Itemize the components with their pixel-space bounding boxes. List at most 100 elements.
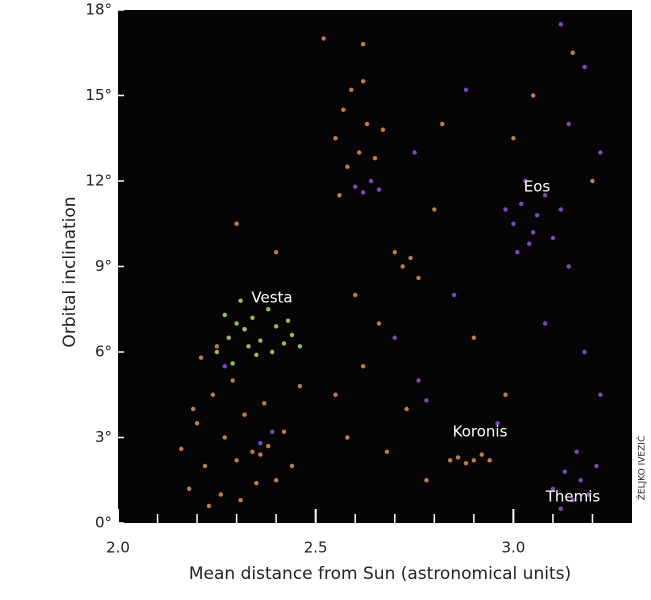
asteroid-point — [190, 406, 196, 412]
asteroid-point — [356, 150, 362, 155]
asteroid-point — [562, 469, 567, 474]
asteroid-point — [242, 327, 247, 332]
asteroid-point — [273, 324, 279, 329]
x-axis-label: Mean distance from Sun (astronomical uni… — [189, 564, 571, 584]
asteroid-point — [400, 264, 405, 269]
asteroid-point — [234, 221, 239, 226]
x-tick-label: 3.0 — [501, 539, 525, 557]
asteroid-point — [578, 478, 583, 483]
asteroid-point — [254, 480, 259, 486]
asteroid-point — [353, 184, 358, 189]
asteroid-point — [210, 392, 216, 397]
asteroid-point — [360, 364, 366, 369]
asteroid-point — [234, 458, 239, 463]
asteroid-point — [463, 460, 469, 466]
asteroid-point — [206, 503, 212, 509]
asteroid-point — [230, 378, 235, 383]
cluster-label: Themis — [545, 488, 601, 506]
y-tick-label: 0° — [95, 514, 112, 532]
asteroid-point — [364, 121, 370, 127]
asteroid-point — [345, 435, 350, 440]
asteroid-point — [440, 121, 445, 127]
asteroid-point — [281, 341, 287, 346]
asteroid-point — [360, 79, 366, 84]
asteroid-point — [570, 498, 575, 503]
asteroid-point — [550, 486, 556, 491]
asteroid-point — [511, 136, 516, 141]
asteroid-point — [289, 463, 295, 469]
asteroid-point — [345, 164, 350, 169]
asteroid-point — [594, 463, 599, 469]
asteroid-point — [451, 292, 457, 298]
asteroid-point — [285, 318, 291, 323]
asteroid-point — [214, 344, 220, 349]
asteroid-point — [258, 338, 263, 343]
asteroid-point — [368, 178, 374, 184]
asteroid-point — [198, 355, 204, 360]
asteroid-point — [566, 121, 571, 127]
asteroid-point — [376, 187, 382, 192]
asteroid-point — [530, 93, 536, 98]
asteroid-point — [530, 230, 536, 235]
asteroid-point — [515, 250, 520, 255]
asteroid-point — [222, 312, 227, 318]
asteroid-point — [550, 235, 556, 241]
asteroid-point — [519, 201, 524, 206]
asteroid-point — [432, 207, 437, 212]
x-tick-label: 2.0 — [106, 539, 130, 557]
asteroid-point — [281, 429, 287, 434]
asteroid-point — [333, 392, 338, 397]
asteroid-point — [222, 364, 227, 369]
asteroid-point — [372, 156, 378, 161]
asteroid-point — [408, 255, 413, 261]
asteroid-point — [238, 298, 243, 303]
asteroid-point — [230, 361, 235, 366]
asteroid-point — [341, 107, 346, 112]
asteroid-point — [250, 449, 255, 454]
y-axis-label: Orbital inclination — [60, 196, 80, 347]
asteroid-point — [586, 492, 591, 497]
asteroid-point — [447, 458, 453, 463]
asteroid-point — [455, 455, 461, 460]
asteroid-point — [337, 193, 342, 198]
cluster-label: Eos — [524, 178, 551, 196]
asteroid-point — [523, 178, 528, 184]
asteroid-point — [270, 349, 275, 355]
y-tick-label: 18° — [85, 1, 112, 19]
asteroid-point — [250, 315, 255, 320]
asteroid-point — [321, 36, 326, 41]
asteroid-point — [424, 398, 429, 403]
asteroid-point — [503, 392, 508, 397]
asteroid-point — [384, 449, 390, 454]
asteroid-point — [570, 50, 575, 55]
asteroid-point — [534, 213, 540, 218]
asteroid-point — [404, 406, 409, 412]
asteroid-point — [558, 506, 564, 511]
asteroid-point — [214, 349, 220, 355]
asteroid-point — [179, 446, 184, 452]
asteroid-point — [360, 42, 366, 47]
asteroid-point — [380, 127, 386, 132]
asteroid-point — [598, 150, 603, 155]
asteroid-point — [353, 292, 358, 298]
asteroid-point — [542, 321, 548, 326]
asteroid-point — [202, 463, 208, 469]
asteroid-point — [598, 392, 603, 397]
plot-area — [118, 10, 632, 523]
asteroid-point — [416, 275, 421, 281]
asteroid-point — [590, 178, 595, 184]
x-tick-label: 2.5 — [304, 539, 328, 557]
asteroid-point — [471, 458, 477, 463]
y-tick-label: 12° — [85, 172, 112, 190]
asteroid-point — [582, 349, 587, 355]
asteroid-point — [262, 401, 267, 406]
asteroid-point — [297, 384, 303, 389]
asteroid-point — [527, 241, 532, 246]
asteroid-point — [487, 458, 492, 463]
asteroid-point — [266, 307, 271, 312]
asteroid-point — [424, 478, 429, 483]
asteroid-point — [258, 452, 263, 457]
asteroid-point — [266, 443, 271, 449]
asteroid-point — [258, 441, 263, 446]
